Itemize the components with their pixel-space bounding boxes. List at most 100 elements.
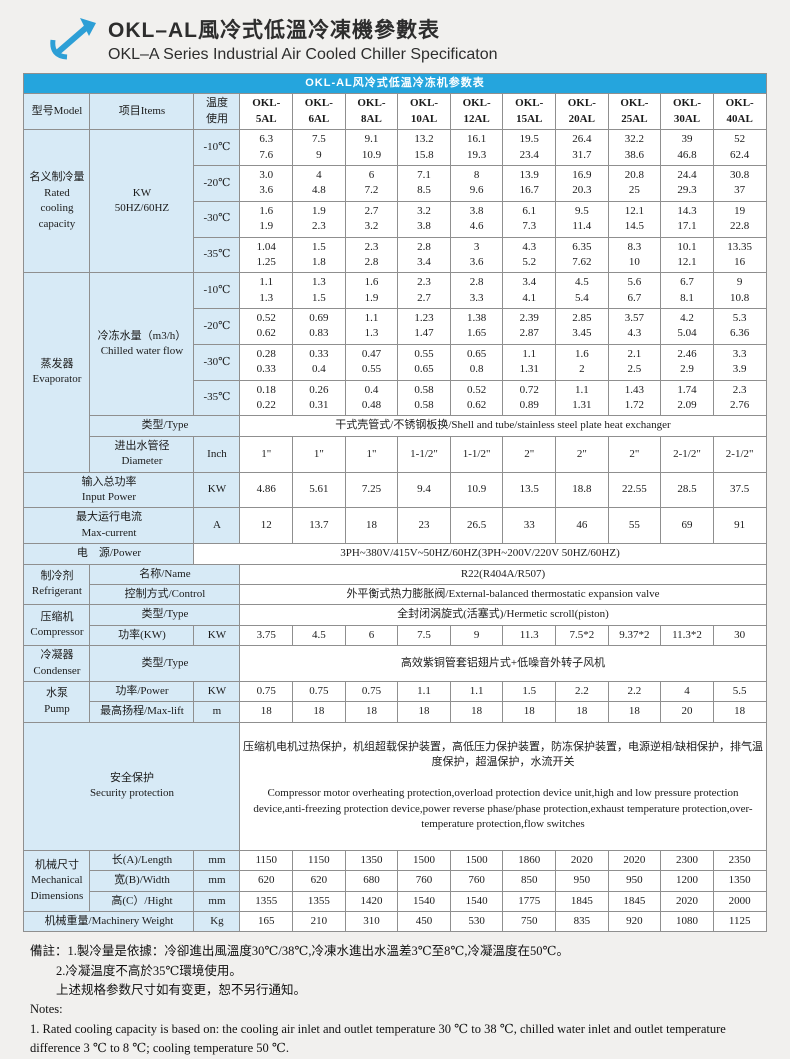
value-cell: 1.1	[397, 680, 451, 703]
value-cell: 1.1 1.3	[239, 272, 294, 310]
value-cell: 12	[239, 507, 294, 545]
max-current-label: 最大运行电流 Max-current	[23, 507, 195, 545]
temp-cell: -35℃	[193, 379, 241, 417]
model-header-cell: OKL- 30AL	[660, 93, 714, 131]
value-cell: 6	[344, 624, 399, 647]
value-cell: 2000	[712, 890, 767, 912]
value-cell: 9.1 10.9	[344, 129, 399, 166]
value-cell: 950	[607, 870, 662, 892]
value-cell: 1355	[292, 890, 346, 912]
input-power-row: 输入总功率 Input Power KW 4.86 5.61 7.25 9.4 10.9…	[23, 471, 767, 509]
value-cell: 4 4.8	[292, 164, 346, 202]
compressor-type-row: 压缩机 Compressor 类型/Type 全封闭涡旋式(活塞式)/Herme…	[23, 604, 767, 647]
value-cell: 1200	[660, 870, 714, 892]
value-cell: 2.3 2.76	[712, 379, 767, 417]
compressor-type-label: 类型/Type	[89, 604, 241, 626]
value-cell: 18	[344, 507, 399, 545]
value-cell: 9.5 11.4	[555, 200, 609, 238]
value-cell: 30.8 37	[712, 164, 767, 202]
page-title-en: OKL–A Series Industrial Air Cooled Chill…	[108, 46, 498, 63]
diameter-row: 进出水管径 Diameter Inch 1" 1" 1" 1-1/2" 1-1/2" 2"…	[24, 435, 767, 473]
temp-cell: -10℃	[193, 272, 241, 310]
value-cell: 33	[502, 507, 557, 545]
value-cell: 1"	[239, 435, 294, 473]
value-cell: 1355	[239, 890, 294, 912]
evaporator-type-row: 类型/Type 干式壳管式/不锈钢板换/Shell and tube/stain…	[24, 415, 767, 437]
value-cell: 1.9 2.3	[292, 200, 346, 238]
value-cell: 1350	[344, 849, 399, 872]
capacity-row: -20℃ 3.0 3.6 4 4.8 6 7.2 7.1 8.5 8 9.6 13.9 1…	[24, 164, 767, 202]
value-cell: 1.6 1.9	[344, 272, 399, 310]
security-text-en: Compressor motor overheating protection,…	[253, 787, 753, 831]
pump-lift-label: 最高扬程/Max-lift	[89, 701, 195, 723]
value-cell: 210	[292, 910, 346, 933]
value-cell: 1125	[712, 910, 767, 933]
value-cell: 0.18 0.22	[239, 379, 294, 417]
pump-power-unit: KW	[193, 680, 241, 703]
security-row: 安全保护 Security protection 压缩机电机过热保护，机组超载保…	[23, 721, 767, 851]
temp-cell: -35℃	[193, 236, 241, 274]
condenser-type-label: 类型/Type	[89, 645, 241, 682]
items-header: 项目Items	[89, 93, 195, 131]
value-cell: 0.47 0.55	[344, 343, 399, 381]
pump-lift-unit: m	[193, 701, 241, 723]
value-cell: 6.1 7.3	[502, 200, 557, 238]
value-cell: 2.85 3.45	[555, 308, 609, 345]
value-cell: 10.1 12.1	[660, 236, 714, 274]
value-cell: 4.2 5.04	[660, 308, 714, 345]
note-line-en-header: Notes:	[30, 1002, 63, 1017]
weight-label: 机械重量/Machinery Weight	[23, 910, 195, 933]
weight-unit: Kg	[193, 910, 241, 933]
value-cell: 1080	[660, 910, 714, 933]
value-cell: 0.75	[239, 680, 294, 703]
value-cell: 18	[502, 701, 557, 723]
value-cell: 0.28 0.33	[239, 343, 294, 381]
value-cell: 165	[239, 910, 294, 933]
value-cell: 13.35 16	[712, 236, 767, 274]
value-cell: 7.5	[397, 624, 451, 647]
value-cell: 3.0 3.6	[239, 164, 294, 202]
value-cell: 13.2 15.8	[397, 129, 451, 166]
height-unit: mm	[193, 890, 241, 912]
value-cell: 8 9.6	[449, 164, 504, 202]
power-label: 电 源/Power	[23, 543, 195, 565]
value-cell: 620	[292, 870, 346, 892]
value-cell: 2020	[555, 849, 609, 872]
value-cell: 6 7.2	[344, 164, 399, 202]
section-label-pump: 水泵 Pump	[23, 680, 91, 723]
pump-power-label: 功率/Power	[89, 680, 195, 703]
value-cell: 69	[660, 507, 714, 545]
value-cell: 7.5*2	[555, 624, 609, 647]
mechanical-length-row: 机械尺寸 Mechanical Dimensions 长(A)/Length m…	[23, 849, 767, 912]
waterflow-row: 蒸发器 Evaporator 冷冻水量（m3/h） Chilled water …	[23, 272, 767, 473]
value-cell: 13.7	[292, 507, 346, 545]
compressor-power-unit: KW	[193, 624, 241, 647]
value-cell: 9.4	[397, 471, 451, 509]
value-cell: 24.4 29.3	[660, 164, 714, 202]
value-cell: 3.4 4.1	[502, 272, 557, 310]
value-cell: 13.9 16.7	[502, 164, 557, 202]
value-cell: 2.46 2.9	[660, 343, 714, 381]
value-cell: 20	[660, 701, 714, 723]
value-cell: 310	[344, 910, 399, 933]
note-line-zh2: 2.冷凝温度不高於35℃環境使用。	[56, 963, 242, 978]
value-cell: 1.04 1.25	[239, 236, 294, 274]
security-text-zh: 压缩机电机过热保护，机组超载保护装置，高低压力保护装置，防冻保护装置，电源逆相/…	[242, 741, 764, 769]
height-label: 高(C）/Hight	[89, 890, 195, 912]
value-cell: 2.8 3.4	[397, 236, 451, 274]
value-cell: 18	[239, 701, 294, 723]
value-cell: 19 22.8	[712, 200, 767, 238]
value-cell: 1540	[397, 890, 451, 912]
diameter-label: 进出水管径 Diameter	[89, 435, 195, 473]
value-cell: 5.5	[712, 680, 767, 703]
value-cell: 7.5 9	[292, 129, 346, 166]
note-line-en1: 1. Rated cooling capacity is based on: t…	[30, 1021, 726, 1056]
value-cell: 1.43 1.72	[607, 379, 662, 417]
value-cell: 18	[344, 701, 399, 723]
value-cell: 22.55	[607, 471, 662, 509]
value-cell: 3.75	[239, 624, 294, 647]
section-label-capacity: 名义制冷量 Rated cooling capacity	[23, 129, 91, 274]
value-cell: 91	[712, 507, 767, 545]
value-cell: 18.8	[555, 471, 609, 509]
value-cell: 9 10.8	[712, 272, 767, 310]
